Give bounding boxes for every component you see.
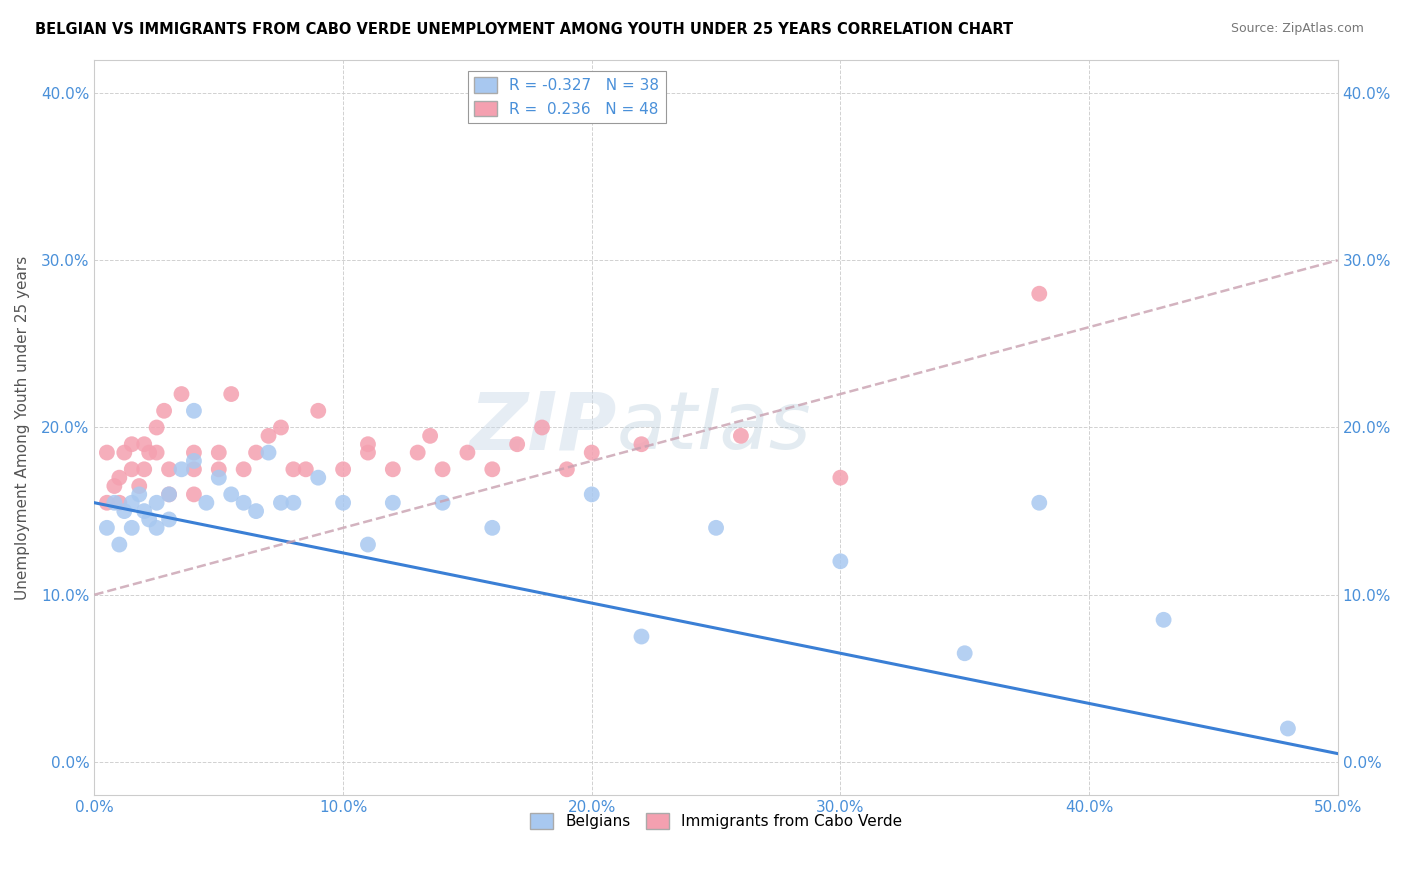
Point (170, 387, 193, 401)
Point (432, 462, 454, 476)
Point (145, 445, 167, 459)
Point (183, 445, 205, 459)
Point (381, 462, 404, 476)
Point (121, 462, 143, 476)
Point (283, 496, 305, 510)
Point (630, 630, 652, 644)
Point (830, 554, 852, 568)
Point (1153, 613, 1175, 627)
Point (219, 487, 242, 501)
Point (270, 420, 292, 434)
Point (357, 445, 380, 459)
Point (219, 387, 242, 401)
Point (108, 470, 131, 484)
Point (830, 470, 852, 484)
Point (134, 437, 156, 451)
Point (157, 512, 180, 526)
Point (138, 445, 160, 459)
Point (555, 462, 578, 476)
Point (145, 521, 167, 535)
Point (295, 462, 318, 476)
Point (953, 646, 976, 660)
Point (134, 462, 156, 476)
Point (257, 445, 280, 459)
Point (481, 521, 503, 535)
Point (183, 462, 205, 476)
Point (481, 462, 503, 476)
Text: ZIP: ZIP (470, 389, 617, 467)
Point (138, 512, 160, 526)
Point (208, 470, 231, 484)
Point (357, 437, 380, 451)
Point (332, 496, 354, 510)
Point (96, 496, 118, 510)
Point (704, 521, 727, 535)
Point (153, 404, 176, 418)
Point (1028, 286, 1050, 301)
Point (381, 496, 404, 510)
Point (630, 437, 652, 451)
Point (121, 437, 143, 451)
Point (108, 537, 131, 551)
Point (157, 487, 180, 501)
Point (245, 445, 267, 459)
Point (581, 445, 603, 459)
Point (96, 521, 118, 535)
Point (121, 521, 143, 535)
Point (128, 487, 150, 501)
Point (332, 462, 354, 476)
Point (112, 445, 135, 459)
Point (128, 479, 150, 493)
Point (170, 462, 193, 476)
Point (307, 404, 329, 418)
Point (730, 429, 752, 443)
Point (581, 487, 603, 501)
Text: atlas: atlas (617, 389, 811, 467)
Point (245, 504, 267, 518)
Point (208, 445, 231, 459)
Point (183, 454, 205, 468)
Point (157, 462, 180, 476)
Point (145, 420, 167, 434)
Text: BELGIAN VS IMMIGRANTS FROM CABO VERDE UNEMPLOYMENT AMONG YOUTH UNDER 25 YEARS CO: BELGIAN VS IMMIGRANTS FROM CABO VERDE UN… (35, 22, 1014, 37)
Point (432, 496, 454, 510)
Point (456, 445, 478, 459)
Point (183, 404, 205, 418)
Point (357, 537, 380, 551)
Point (1277, 722, 1299, 736)
Point (96, 445, 118, 459)
Point (307, 470, 329, 484)
Point (108, 496, 131, 510)
Point (145, 496, 167, 510)
Point (121, 496, 143, 510)
Point (232, 462, 254, 476)
Point (183, 487, 205, 501)
Point (134, 504, 156, 518)
Point (283, 462, 305, 476)
Y-axis label: Unemployment Among Youth under 25 years: Unemployment Among Youth under 25 years (15, 255, 30, 599)
Point (406, 445, 429, 459)
Point (1028, 496, 1050, 510)
Point (270, 496, 292, 510)
Point (103, 496, 125, 510)
Point (257, 429, 280, 443)
Point (112, 504, 135, 518)
Point (419, 429, 441, 443)
Point (208, 462, 231, 476)
Text: Source: ZipAtlas.com: Source: ZipAtlas.com (1230, 22, 1364, 36)
Point (157, 487, 180, 501)
Point (103, 479, 125, 493)
Point (195, 496, 218, 510)
Point (530, 420, 553, 434)
Point (506, 437, 529, 451)
Point (232, 496, 254, 510)
Legend: Belgians, Immigrants from Cabo Verde: Belgians, Immigrants from Cabo Verde (524, 807, 908, 836)
